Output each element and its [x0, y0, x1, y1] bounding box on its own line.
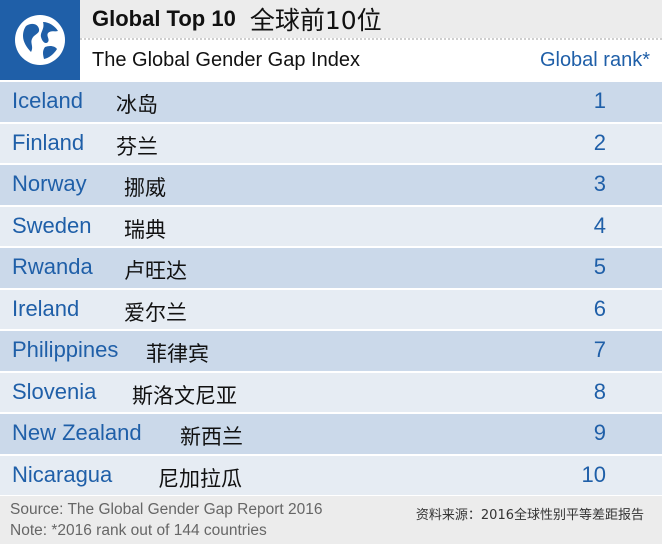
ranking-row: Nicaragua 尼加拉瓜 10: [0, 453, 662, 495]
country-en: Finland: [12, 129, 85, 155]
country-zh: 冰岛: [116, 93, 158, 117]
country-en: Ireland: [12, 295, 80, 321]
ranking-row: Philippines 菲律宾 7: [0, 329, 662, 371]
country-en: Slovenia: [12, 378, 97, 404]
ranking-row: Norway 挪威 3: [0, 163, 662, 205]
index-name: The Global Gender Gap Index: [92, 49, 360, 71]
title-bar: Global Top 10 全球前10位: [80, 0, 662, 38]
ranking-row: Ireland 爱尔兰 6: [0, 287, 662, 329]
rank-value: 1: [593, 88, 606, 113]
rank-value: 8: [593, 378, 606, 404]
source-note: Source: The Global Gender Gap Report 201…: [10, 501, 323, 518]
country-zh: 尼加拉瓜: [158, 466, 242, 491]
source-note-zh: 资料来源：2016全球性别平等差距报告: [415, 508, 644, 523]
country-zh: 菲律宾: [146, 342, 209, 366]
rank-value: 4: [593, 212, 606, 238]
rank-value: 3: [593, 171, 606, 196]
country-zh: 斯洛文尼亚: [132, 383, 237, 408]
globe-icon: [15, 15, 65, 65]
country-zh: 芬兰: [116, 134, 158, 159]
country-en: Norway: [12, 171, 87, 196]
country-zh: 爱尔兰: [124, 300, 187, 325]
ranking-row: Iceland 冰岛 1: [0, 80, 662, 122]
country-zh: 卢旺达: [124, 259, 187, 283]
rank-value: 9: [593, 420, 606, 445]
country-en: Iceland: [12, 88, 83, 113]
country-zh: 瑞典: [124, 217, 166, 242]
ranking-row: Slovenia 斯洛文尼亚 8: [0, 370, 662, 412]
logo: [0, 0, 80, 80]
country-en: Sweden: [12, 212, 92, 238]
ranking-row: Sweden 瑞典 4: [0, 204, 662, 246]
country-zh: 新西兰: [180, 425, 243, 449]
ranking-row: Rwanda 卢旺达 5: [0, 246, 662, 288]
title-zh: 全球前10位: [249, 6, 382, 35]
rank-value: 7: [593, 337, 606, 362]
rank-value: 10: [581, 461, 606, 487]
ranking-list: Iceland 冰岛 1 Finland 芬兰 2 Norway 挪威 3 Sw…: [0, 80, 662, 495]
country-en: Rwanda: [12, 254, 93, 279]
footer: Source: The Global Gender Gap Report 201…: [0, 496, 662, 544]
ranking-row: New Zealand 新西兰 9: [0, 412, 662, 454]
title-en: Global Top 10: [92, 6, 236, 31]
rank-value: 5: [593, 254, 606, 279]
rank-value: 6: [593, 295, 606, 321]
subtitle-bar: The Global Gender Gap Index Global rank*: [80, 38, 662, 80]
rank-note: Note: *2016 rank out of 144 countries: [10, 522, 267, 539]
ranking-row: Finland 芬兰 2: [0, 121, 662, 163]
country-en: Nicaragua: [12, 461, 113, 487]
country-en: Philippines: [12, 337, 119, 362]
country-zh: 挪威: [124, 176, 166, 200]
country-en: New Zealand: [12, 420, 142, 445]
rank-column-header: Global rank*: [539, 49, 650, 71]
rank-value: 2: [593, 129, 606, 155]
